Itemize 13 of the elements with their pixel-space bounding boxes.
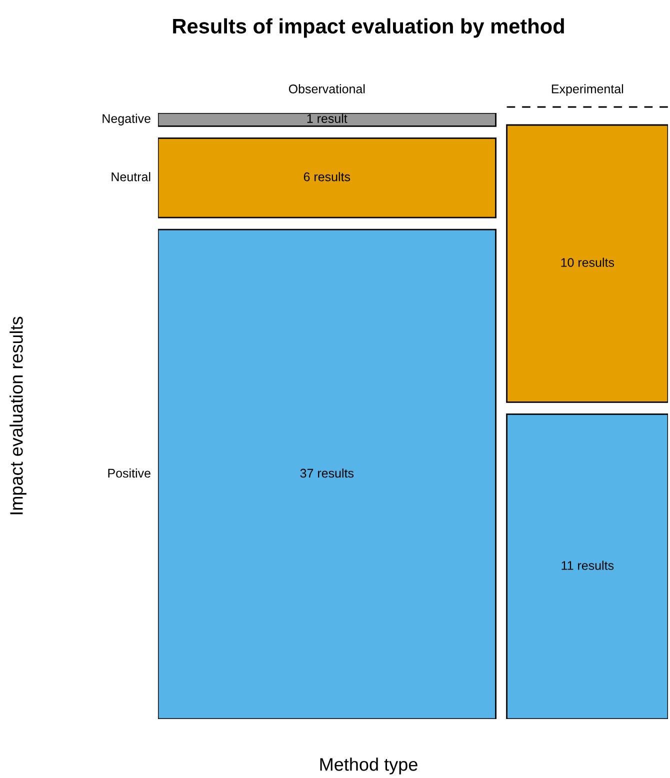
text: Impact evaluation results bbox=[10, 316, 26, 514]
data-label: 10 results bbox=[561, 258, 614, 267]
text: Method type bbox=[320, 758, 418, 774]
series-label: Positive bbox=[108, 468, 150, 478]
data-label: 37 results bbox=[300, 468, 354, 478]
category-label: Observational bbox=[288, 84, 365, 94]
category-label: Experimental bbox=[552, 84, 624, 96]
series-label: Negative bbox=[102, 114, 150, 126]
data-label: 1 result bbox=[307, 114, 348, 123]
text: Results of impact evaluation by method bbox=[173, 18, 564, 38]
data-label: 6 results bbox=[304, 172, 350, 182]
data-label: 11 results bbox=[562, 560, 614, 570]
series-label: Neutral bbox=[112, 172, 150, 182]
